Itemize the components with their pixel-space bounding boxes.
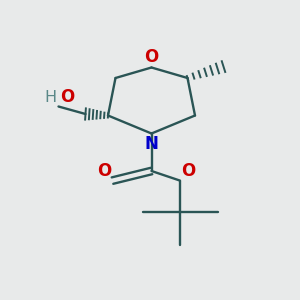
Text: N: N — [145, 135, 158, 153]
Text: O: O — [182, 162, 196, 180]
Text: O: O — [60, 88, 74, 106]
Text: O: O — [97, 162, 111, 180]
Text: H: H — [45, 90, 57, 105]
Text: O: O — [144, 48, 159, 66]
